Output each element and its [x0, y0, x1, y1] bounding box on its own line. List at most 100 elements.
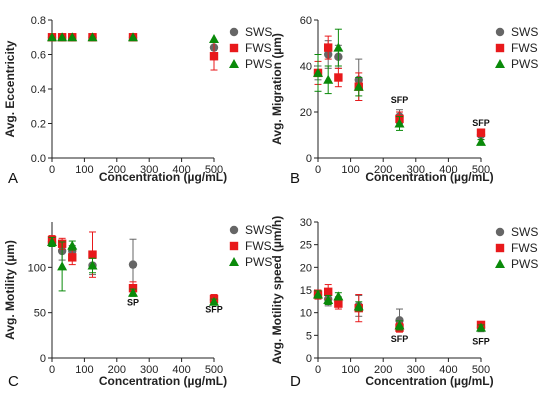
series-pws	[313, 28, 486, 146]
y-tick-label: 100	[28, 262, 46, 274]
legend-label: FWS	[245, 239, 272, 253]
data-point	[47, 236, 57, 246]
legend-marker	[229, 59, 239, 68]
legend-marker	[229, 27, 239, 37]
data-point	[394, 320, 405, 330]
legend-label: FWS	[245, 41, 272, 55]
y-tick-label: 15	[300, 285, 312, 297]
legend-label: SWS	[245, 25, 272, 39]
panel-letter: A	[8, 170, 18, 187]
y-tick-label: 20	[300, 107, 312, 119]
y-tick-label: 50	[34, 308, 46, 320]
legend: SWS FWS PWS	[495, 225, 538, 271]
x-tick-label: 100	[341, 364, 359, 376]
y-tick-label: 0	[306, 353, 312, 365]
y-tick-label: 0.6	[31, 50, 46, 62]
y-axis-title: Avg. Migration (µm)	[270, 33, 284, 145]
data-point	[209, 52, 219, 61]
y-tick-label: 10	[300, 308, 312, 320]
legend-marker	[495, 59, 505, 68]
y-axis-title: Avg. Motility speed (µm/h)	[270, 216, 284, 364]
x-tick-label: 300	[407, 364, 425, 376]
series-pws	[313, 289, 486, 332]
legend-marker	[495, 43, 505, 53]
x-tick-label: 300	[140, 164, 158, 176]
series-pws	[47, 32, 219, 43]
legend-label: FWS	[511, 41, 538, 55]
y-tick-label: 0.4	[31, 84, 46, 96]
data-point	[128, 287, 138, 297]
x-tick-label: 100	[75, 364, 93, 376]
data-point	[353, 81, 364, 91]
x-tick-label: 300	[407, 164, 425, 176]
x-tick-label: 100	[75, 164, 93, 176]
data-point	[313, 67, 323, 77]
legend-marker	[495, 243, 505, 253]
legend-label: SWS	[511, 225, 538, 239]
legend-marker	[229, 241, 239, 251]
x-tick-label: 300	[140, 364, 158, 376]
legend: SWS FWS PWS	[229, 223, 272, 269]
data-point	[476, 322, 486, 332]
x-tick-label: 0	[49, 164, 55, 176]
y-axis-title: Avg. Eccentricity	[3, 40, 17, 137]
y-tick-label: 0.0	[31, 153, 46, 165]
x-tick-label: 0	[49, 364, 55, 376]
data-point	[68, 253, 77, 262]
y-tick-label: 0.8	[31, 15, 46, 27]
panel-a: 0 100 200 300 400 500 0.0 0.2 0.4 0.6 0.8 Concentra…	[3, 15, 272, 187]
data-point	[333, 291, 344, 301]
x-axis-title: Concentration (µg/mL)	[99, 374, 227, 388]
legend-marker	[229, 225, 239, 235]
data-point	[476, 136, 486, 146]
data-point	[57, 32, 68, 42]
panel-d: 0 100 200 300 400 500 0 5 10 15 20 25 30 Concentratio…	[270, 216, 538, 390]
x-axis-title: Concentration (µg/mL)	[99, 170, 227, 184]
data-point	[209, 296, 219, 306]
annotation: SFP	[472, 118, 490, 128]
x-tick-label: 0	[315, 364, 321, 376]
annotation: SFP	[391, 334, 409, 344]
data-point	[323, 294, 334, 304]
y-tick-label: 0	[306, 153, 312, 165]
legend-label: FWS	[511, 241, 538, 255]
data-point	[323, 74, 334, 84]
y-tick-label: 0.2	[31, 119, 46, 131]
x-tick-label: 200	[374, 164, 392, 176]
y-tick-label: 30	[300, 217, 312, 229]
x-tick-label: 500	[472, 164, 490, 176]
y-tick-label: 25	[300, 240, 312, 252]
y-axis-title: Avg. Motility (µm)	[3, 240, 17, 340]
annotation: SFP	[205, 305, 223, 315]
legend-label: PWS	[245, 57, 272, 71]
x-tick-label: 200	[374, 364, 392, 376]
x-axis-title: Concentration (µg/mL)	[365, 374, 493, 388]
legend: SWS FWS PWS	[495, 25, 538, 71]
data-point	[334, 73, 343, 82]
x-tick-label: 500	[205, 164, 223, 176]
panel-letter: B	[290, 170, 300, 187]
x-axis-title: Concentration (µg/mL)	[365, 170, 493, 184]
data-point	[394, 118, 405, 128]
x-tick-label: 400	[172, 364, 190, 376]
legend-label: PWS	[511, 257, 538, 271]
legend-label: PWS	[511, 57, 538, 71]
data-point	[67, 240, 78, 250]
data-point	[476, 128, 486, 137]
x-tick-label: 500	[472, 364, 490, 376]
annotation: SFP	[472, 336, 490, 346]
data-point	[323, 43, 333, 52]
data-point	[87, 32, 98, 42]
annotation: SP	[127, 297, 139, 307]
legend-marker	[495, 27, 505, 37]
panel-b: 0 100 200 300 400 500 0 20 40 60 Concentration (µg…	[270, 15, 538, 187]
data-point	[67, 32, 78, 42]
legend-marker	[495, 259, 505, 268]
y-tick-label: 40	[300, 61, 312, 73]
legend-label: SWS	[511, 25, 538, 39]
series-pws	[47, 236, 219, 306]
data-point	[209, 33, 219, 43]
legend-marker	[229, 43, 239, 53]
data-point	[88, 250, 97, 259]
